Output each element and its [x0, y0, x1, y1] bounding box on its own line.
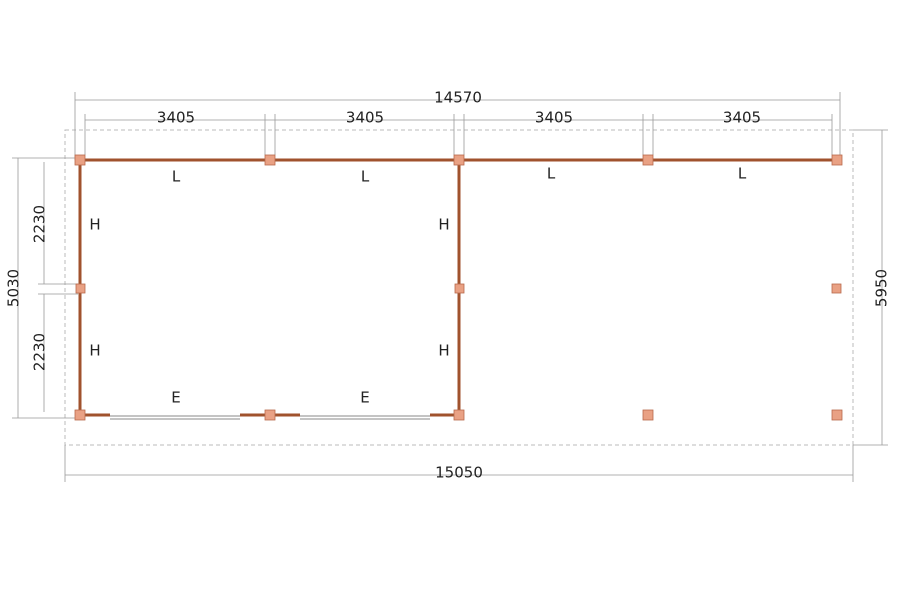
- wall-label: H: [438, 216, 449, 234]
- dimension-label: 14570: [434, 89, 482, 107]
- doors: [110, 415, 430, 420]
- dimension-label: 15050: [435, 464, 483, 482]
- roof-label: L: [738, 165, 747, 183]
- dimension-label: 3405: [535, 109, 573, 127]
- door-label: E: [171, 389, 180, 407]
- wall-label: H: [438, 342, 449, 360]
- dimension-label: 3405: [157, 109, 195, 127]
- outline: [64, 129, 854, 446]
- wall-label: H: [89, 342, 100, 360]
- door-label: E: [360, 389, 369, 407]
- dimension-label: 2230: [31, 333, 49, 371]
- posts: [74, 154, 843, 421]
- dimension-label: 2230: [31, 205, 49, 243]
- roof-label: L: [547, 165, 556, 183]
- dimension-label: 5030: [5, 269, 23, 307]
- dimension-lines: [12, 92, 888, 482]
- roof-label: L: [361, 168, 370, 186]
- wall-label: H: [89, 216, 100, 234]
- roof-label: L: [172, 168, 181, 186]
- dimension-label: 3405: [346, 109, 384, 127]
- dimension-label: 5950: [873, 269, 891, 307]
- dimension-label: 3405: [723, 109, 761, 127]
